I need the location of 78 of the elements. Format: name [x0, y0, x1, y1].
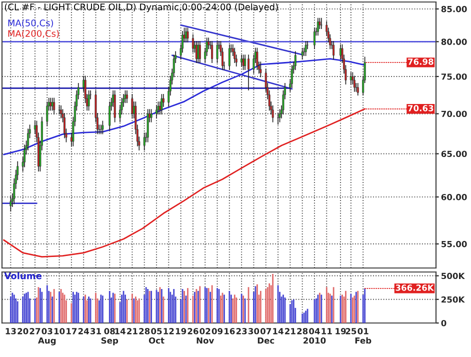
- y-tick-label: 55.00: [442, 240, 467, 248]
- x-tick-label: 23: [236, 328, 247, 334]
- candlestick: [114, 90, 116, 123]
- x-tick-label: 20: [18, 328, 28, 334]
- y-tick-label: 80.00: [441, 38, 467, 45]
- candlestick: [294, 50, 296, 70]
- candlestick: [332, 40, 335, 60]
- candlestick: [234, 47, 236, 64]
- candlestick: [60, 104, 62, 119]
- y-tick-label: 85.00: [441, 6, 467, 12]
- candlestick: [27, 128, 30, 151]
- candlestick: [304, 40, 307, 56]
- candlestick: [216, 40, 218, 64]
- candlestick: [64, 112, 66, 139]
- candlestick: [301, 47, 304, 60]
- x-tick-label: 28: [297, 328, 308, 334]
- candlestick: [244, 54, 246, 70]
- x-tick-label: 25: [346, 328, 356, 334]
- x-tick-label: 21: [127, 328, 138, 334]
- annotation: 366.26K: [396, 284, 434, 291]
- x-tick-label: 07 Dec: [258, 328, 274, 344]
- x-tick-label: 30: [248, 328, 260, 334]
- x-tick-label: 14: [115, 328, 126, 334]
- candlestick: [160, 94, 163, 115]
- x-tick-label: 17: [66, 328, 77, 334]
- x-tick-label: 19: [176, 328, 186, 334]
- annotation: 70.63: [408, 105, 434, 112]
- candlestick: [157, 101, 160, 115]
- x-tick-label: 28: [139, 328, 150, 334]
- x-tick-label: 11: [322, 328, 332, 334]
- y-tick-label: 75.00: [441, 73, 467, 80]
- x-tick-label: 12: [164, 328, 174, 334]
- y-tick-label: 0: [441, 320, 446, 326]
- candlestick: [353, 75, 356, 92]
- y-tick-label: 70.00: [441, 110, 467, 118]
- candlestick: [124, 90, 126, 104]
- candlestick: [197, 40, 200, 64]
- text: MA(50,Cs): [8, 19, 54, 28]
- x-tick-label: 31: [90, 328, 101, 334]
- x-tick-label: 14: [273, 328, 284, 334]
- x-tick-label: 19: [336, 328, 346, 334]
- candlestick: [290, 64, 293, 89]
- candlestick: [198, 40, 201, 64]
- candlestick: [24, 144, 26, 168]
- y-tick-label: 60.00: [441, 194, 467, 200]
- x-tick-label: 24: [78, 328, 90, 334]
- y-tick-label: 500K: [442, 272, 465, 280]
- x-tick-label: 26: [188, 328, 198, 334]
- x-tick-label: 13: [6, 328, 16, 334]
- candlestick: [186, 27, 189, 43]
- candlestick: [156, 104, 158, 119]
- candlestick: [211, 40, 214, 64]
- candlestick: [53, 97, 56, 115]
- candlestick: [192, 34, 194, 53]
- x-tick-label: 21: [285, 328, 296, 334]
- text: MA(200,Cs): [8, 30, 59, 38]
- x-tick-label: 16: [224, 328, 235, 334]
- y-tick-label: 65.00: [441, 150, 467, 158]
- candlestick: [51, 97, 54, 112]
- x-tick-label: 01 Feb: [355, 328, 372, 344]
- x-tick-label: 27: [30, 328, 40, 334]
- annotation: 76.98: [408, 58, 434, 65]
- candlestick: [278, 108, 281, 123]
- x-tick-label: 05 Oct: [148, 328, 164, 344]
- chart-title: (CL #F - LIGHT CRUDE OIL,D) Dynamic,0:00-24:00 (Delayed): [4, 3, 278, 12]
- candlestick: [126, 90, 128, 104]
- candlestick: [356, 82, 359, 96]
- chart-title: Volume: [4, 272, 42, 280]
- candlestick: [46, 101, 48, 127]
- y-tick-label: 250K: [442, 296, 465, 303]
- x-tick-label: 10: [54, 328, 65, 334]
- x-tick-label: 09: [212, 328, 223, 334]
- candlestick: [242, 54, 244, 70]
- candlestick: [248, 54, 250, 91]
- candlestick: [320, 17, 322, 30]
- candlestick: [228, 44, 230, 70]
- candlestick: [108, 101, 111, 131]
- candlestick: [102, 120, 104, 135]
